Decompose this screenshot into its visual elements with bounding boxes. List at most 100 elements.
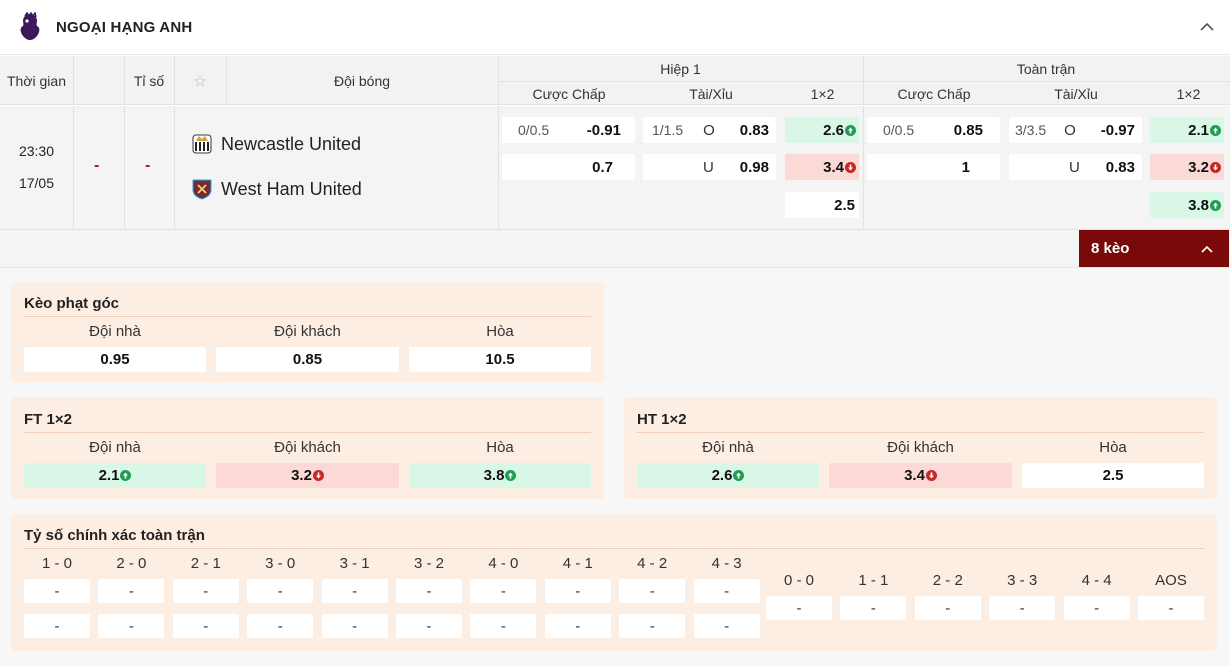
ht12-title: HT 1×2 [637, 411, 687, 428]
ft12-odds-draw[interactable]: 3.8 [409, 463, 591, 488]
exact-score-label: 2 - 1 [190, 555, 221, 572]
league-title: NGOẠI HẠNG ANH [56, 18, 193, 36]
ft-handicap-away[interactable]: 1 [867, 154, 1000, 180]
ht12-odds-away[interactable]: 3.4 [829, 463, 1012, 488]
corner-label-draw: Hòa [486, 323, 514, 340]
exact-score-odds-away[interactable]: - [619, 614, 686, 638]
exact-score-odds-home[interactable]: - [396, 579, 462, 603]
away-team-name: West Ham United [221, 178, 362, 199]
exact-score-odds-draw[interactable]: - [989, 596, 1056, 620]
exact-score-draw-label: 3 - 3 [1007, 572, 1038, 589]
col-h1-1x2: 1×2 [810, 85, 835, 102]
exact-score-odds-home[interactable]: - [247, 579, 314, 603]
odds-table-header: Thời gian Tỉ số Đội bóng Hiệp 1 Toàn trậ… [0, 56, 1230, 105]
exact-score-odds-home[interactable]: - [98, 579, 165, 603]
home-team[interactable]: Newcastle United [189, 131, 361, 157]
exact-score-odds-away[interactable]: - [470, 614, 537, 638]
ft12-label-draw: Hòa [486, 439, 514, 456]
ft-over[interactable]: 3/3.5 O -0.97 [1009, 117, 1142, 143]
h1-over[interactable]: 1/1.5 O 0.83 [643, 117, 776, 143]
match-date: 17/05 [18, 175, 55, 191]
arrow-up-icon [733, 470, 745, 481]
ht12-label-home: Đội nhà [702, 439, 754, 456]
exact-score-odds-draw[interactable]: - [914, 596, 981, 620]
corner-label-home: Đội nhà [89, 323, 141, 340]
exact-score-odds-home[interactable]: - [172, 579, 239, 603]
exact-score-odds-draw[interactable]: - [840, 596, 907, 620]
ft12-odds-away[interactable]: 3.2 [216, 463, 399, 488]
ft-under[interactable]: U 0.83 [1009, 154, 1142, 180]
match-row[interactable]: 23:30 17/05 - - Newcastle United West Ha… [0, 106, 1230, 230]
col-h1-over-under: Tài/Xỉu [689, 85, 733, 102]
premier-league-logo-icon [16, 11, 44, 43]
exact-score-draw-label: 1 - 1 [858, 572, 889, 589]
exact-score-label: 3 - 1 [339, 555, 370, 572]
arrow-down-icon [312, 470, 324, 481]
exact-score-odds-away[interactable]: - [247, 614, 314, 638]
ft-1x2-draw[interactable]: 3.8 [1150, 192, 1224, 218]
collapse-chevron-up-icon[interactable] [1198, 18, 1216, 36]
exact-score-odds-draw[interactable]: - [1138, 596, 1204, 620]
more-bets-button[interactable]: 8 kèo [1079, 230, 1229, 267]
exact-score-draw-label: AOS [1155, 572, 1187, 589]
arrow-up-icon [1210, 124, 1221, 136]
star-icon[interactable] [174, 56, 226, 105]
h1-handicap-away[interactable]: 0.7 [502, 154, 635, 180]
exact-score-draw-label: 4 - 4 [1081, 572, 1112, 589]
col-time: Thời gian [7, 72, 66, 89]
ft-1x2-home[interactable]: 2.1 [1150, 117, 1224, 143]
h1-1x2-draw[interactable]: 2.5 [785, 192, 859, 218]
exact-score-label: 2 - 0 [116, 555, 147, 572]
exact-score-odds-away[interactable]: - [172, 614, 239, 638]
ft-handicap-home[interactable]: 0/0.5 0.85 [867, 117, 1000, 143]
exact-score-label: 4 - 2 [637, 555, 668, 572]
corner-odds-draw[interactable]: 10.5 [409, 347, 591, 372]
col-ft-1x2: 1×2 [1176, 85, 1201, 102]
ft12-odds-home[interactable]: 2.1 [24, 463, 206, 488]
exact-score-odds-away[interactable]: - [321, 614, 388, 638]
exact-score-odds-home[interactable]: - [24, 579, 90, 603]
ht12-odds-draw[interactable]: 2.5 [1022, 463, 1204, 488]
exact-score-odds-home[interactable]: - [544, 579, 611, 603]
exact-score-odds-away[interactable]: - [24, 614, 90, 638]
h1-under[interactable]: U 0.98 [643, 154, 776, 180]
arrow-up-icon [505, 470, 517, 481]
exact-score-label: 4 - 3 [711, 555, 742, 572]
ht12-odds-home[interactable]: 2.6 [637, 463, 819, 488]
exact-score-odds-home[interactable]: - [619, 579, 686, 603]
arrow-up-icon [120, 470, 132, 481]
h1-1x2-home[interactable]: 2.6 [785, 117, 859, 143]
col-score: Tỉ số [133, 72, 165, 89]
ft-1x2-away[interactable]: 3.2 [1150, 154, 1224, 180]
exact-score-odds-draw[interactable]: - [1063, 596, 1130, 620]
exact-score-odds-away[interactable]: - [396, 614, 462, 638]
corner-bet-card: Kèo phạt góc Đội nhà Đội khách Hòa 0.95 … [11, 281, 604, 383]
corner-odds-home[interactable]: 0.95 [24, 347, 206, 372]
home-score: - [94, 157, 100, 174]
exact-score-odds-home[interactable]: - [321, 579, 388, 603]
exact-score-draw-label: 0 - 0 [783, 572, 814, 589]
exact-score-odds-draw[interactable]: - [766, 596, 832, 620]
ft12-label-away: Đội khách [274, 439, 341, 456]
h1-1x2-away[interactable]: 3.4 [785, 154, 859, 180]
col-ft-over-under: Tài/Xỉu [1054, 85, 1098, 102]
exact-score-odds-home[interactable]: - [693, 579, 760, 603]
exact-score-card: Tỷ số chính xác toàn trận 1 - 0--2 - 0--… [11, 513, 1217, 651]
exact-score-odds-home[interactable]: - [470, 579, 537, 603]
col-half1: Hiệp 1 [660, 60, 701, 77]
away-team[interactable]: West Ham United [189, 176, 362, 202]
ht-1x2-card: HT 1×2 Đội nhà Đội khách Hòa 2.6 3.4 2.5 [624, 397, 1217, 499]
exact-score-odds-away[interactable]: - [98, 614, 165, 638]
corner-odds-away[interactable]: 0.85 [216, 347, 399, 372]
exact-score-odds-away[interactable]: - [693, 614, 760, 638]
arrow-up-icon [1210, 199, 1221, 211]
ft-1x2-card: FT 1×2 Đội nhà Đội khách Hòa 2.1 3.2 3.8 [11, 397, 604, 499]
extra-bets-panel: Kèo phạt góc Đội nhà Đội khách Hòa 0.95 … [0, 268, 1230, 666]
newcastle-crest-icon [189, 131, 215, 157]
exact-score-draw-label: 2 - 2 [932, 572, 963, 589]
col-ft-handicap: Cược Chấp [897, 85, 971, 102]
exact-score-label: 4 - 1 [562, 555, 593, 572]
arrow-down-icon [845, 161, 856, 173]
exact-score-odds-away[interactable]: - [544, 614, 611, 638]
h1-handicap-home[interactable]: 0/0.5 -0.91 [502, 117, 635, 143]
